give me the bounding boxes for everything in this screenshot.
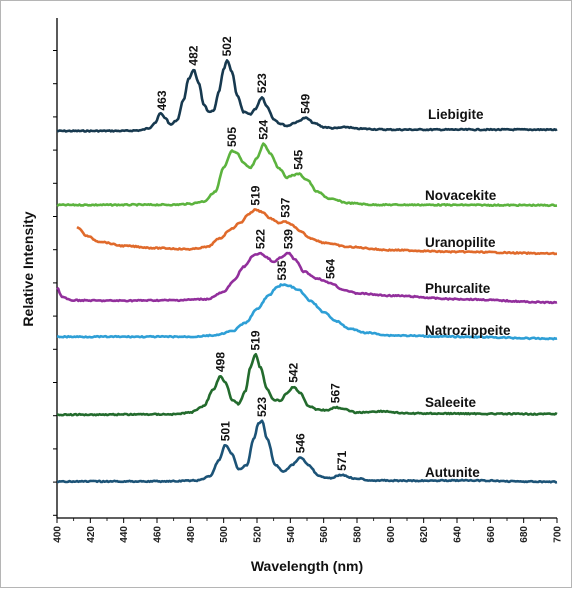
- peak-label: 523: [255, 73, 269, 93]
- series-line-phurcalite: [56, 251, 558, 305]
- x-tick-label: 480: [186, 526, 197, 543]
- series-line-uranopilite: [76, 208, 558, 256]
- series-label-phurcalite: Phurcalite: [425, 281, 491, 296]
- x-tick-label: 660: [486, 526, 497, 543]
- peak-label: 567: [328, 383, 342, 403]
- series-label-saleeite: Saleeite: [425, 395, 477, 410]
- series-label-uranopilite: Uranopilite: [425, 235, 496, 250]
- peak-label: 524: [257, 119, 271, 139]
- y-axis-title: Relative Intensity: [20, 211, 36, 326]
- peak-label: 523: [255, 397, 269, 417]
- peak-label: 522: [253, 229, 267, 249]
- series-line-novacekite: [56, 142, 558, 208]
- x-tick-label: 580: [353, 526, 364, 543]
- peak-label: 549: [298, 94, 312, 114]
- x-tick-label: 700: [553, 526, 564, 543]
- x-axis-ticks: 400 420 440 460 480 500 520 540 560 580 600 620 640 6…: [53, 518, 564, 543]
- x-tick-label: 620: [419, 526, 430, 543]
- x-tick-label: 520: [253, 526, 264, 543]
- axis-layer: 400 420 440 460 480 500 520 540 560 580 600 620 640 6…: [53, 18, 564, 543]
- x-tick-label: 500: [219, 526, 230, 543]
- peak-label: 498: [213, 352, 227, 372]
- x-tick-label: 540: [286, 526, 297, 543]
- x-tick-label: 460: [153, 526, 164, 543]
- peak-label: 545: [292, 149, 306, 169]
- x-tick-label: 600: [386, 526, 397, 543]
- peak-label: 537: [278, 197, 292, 217]
- series-line-saleeite: [56, 352, 558, 417]
- series-line-autunite: [56, 419, 558, 484]
- peak-label: 539: [282, 229, 296, 249]
- peak-label: 501: [218, 421, 232, 441]
- peak-label: 482: [187, 45, 201, 65]
- peak-label: 564: [323, 259, 337, 279]
- label-layer: 463 482 502 523 549 Liebigite 505 524 545 Novacek…: [155, 36, 511, 480]
- peak-label: 463: [155, 90, 169, 110]
- peak-label: 505: [225, 127, 239, 147]
- series-label-natrozippeite: Natrozippeite: [425, 323, 511, 338]
- peak-label: 546: [293, 433, 307, 453]
- series-line-liebigite: [56, 59, 558, 133]
- peak-label: 535: [275, 260, 289, 280]
- series-layer: [56, 59, 558, 484]
- x-axis-title: Wavelength (nm): [251, 558, 363, 574]
- x-tick-label: 560: [319, 526, 330, 543]
- series-line-natrozippeite: [56, 283, 558, 341]
- peak-label: 502: [220, 36, 234, 56]
- peak-label: 571: [335, 451, 349, 471]
- series-label-liebigite: Liebigite: [428, 107, 484, 122]
- peak-label: 519: [248, 330, 262, 350]
- x-tick-label: 440: [119, 526, 130, 543]
- x-tick-label: 420: [86, 526, 97, 543]
- series-label-autunite: Autunite: [425, 465, 480, 480]
- x-tick-label: 680: [519, 526, 530, 543]
- x-tick-label: 400: [53, 526, 64, 543]
- series-label-novacekite: Novacekite: [425, 188, 497, 203]
- y-axis-ticks: [53, 50, 57, 516]
- peak-label: 542: [287, 362, 301, 382]
- peak-label: 519: [248, 185, 262, 205]
- x-tick-label: 640: [453, 526, 464, 543]
